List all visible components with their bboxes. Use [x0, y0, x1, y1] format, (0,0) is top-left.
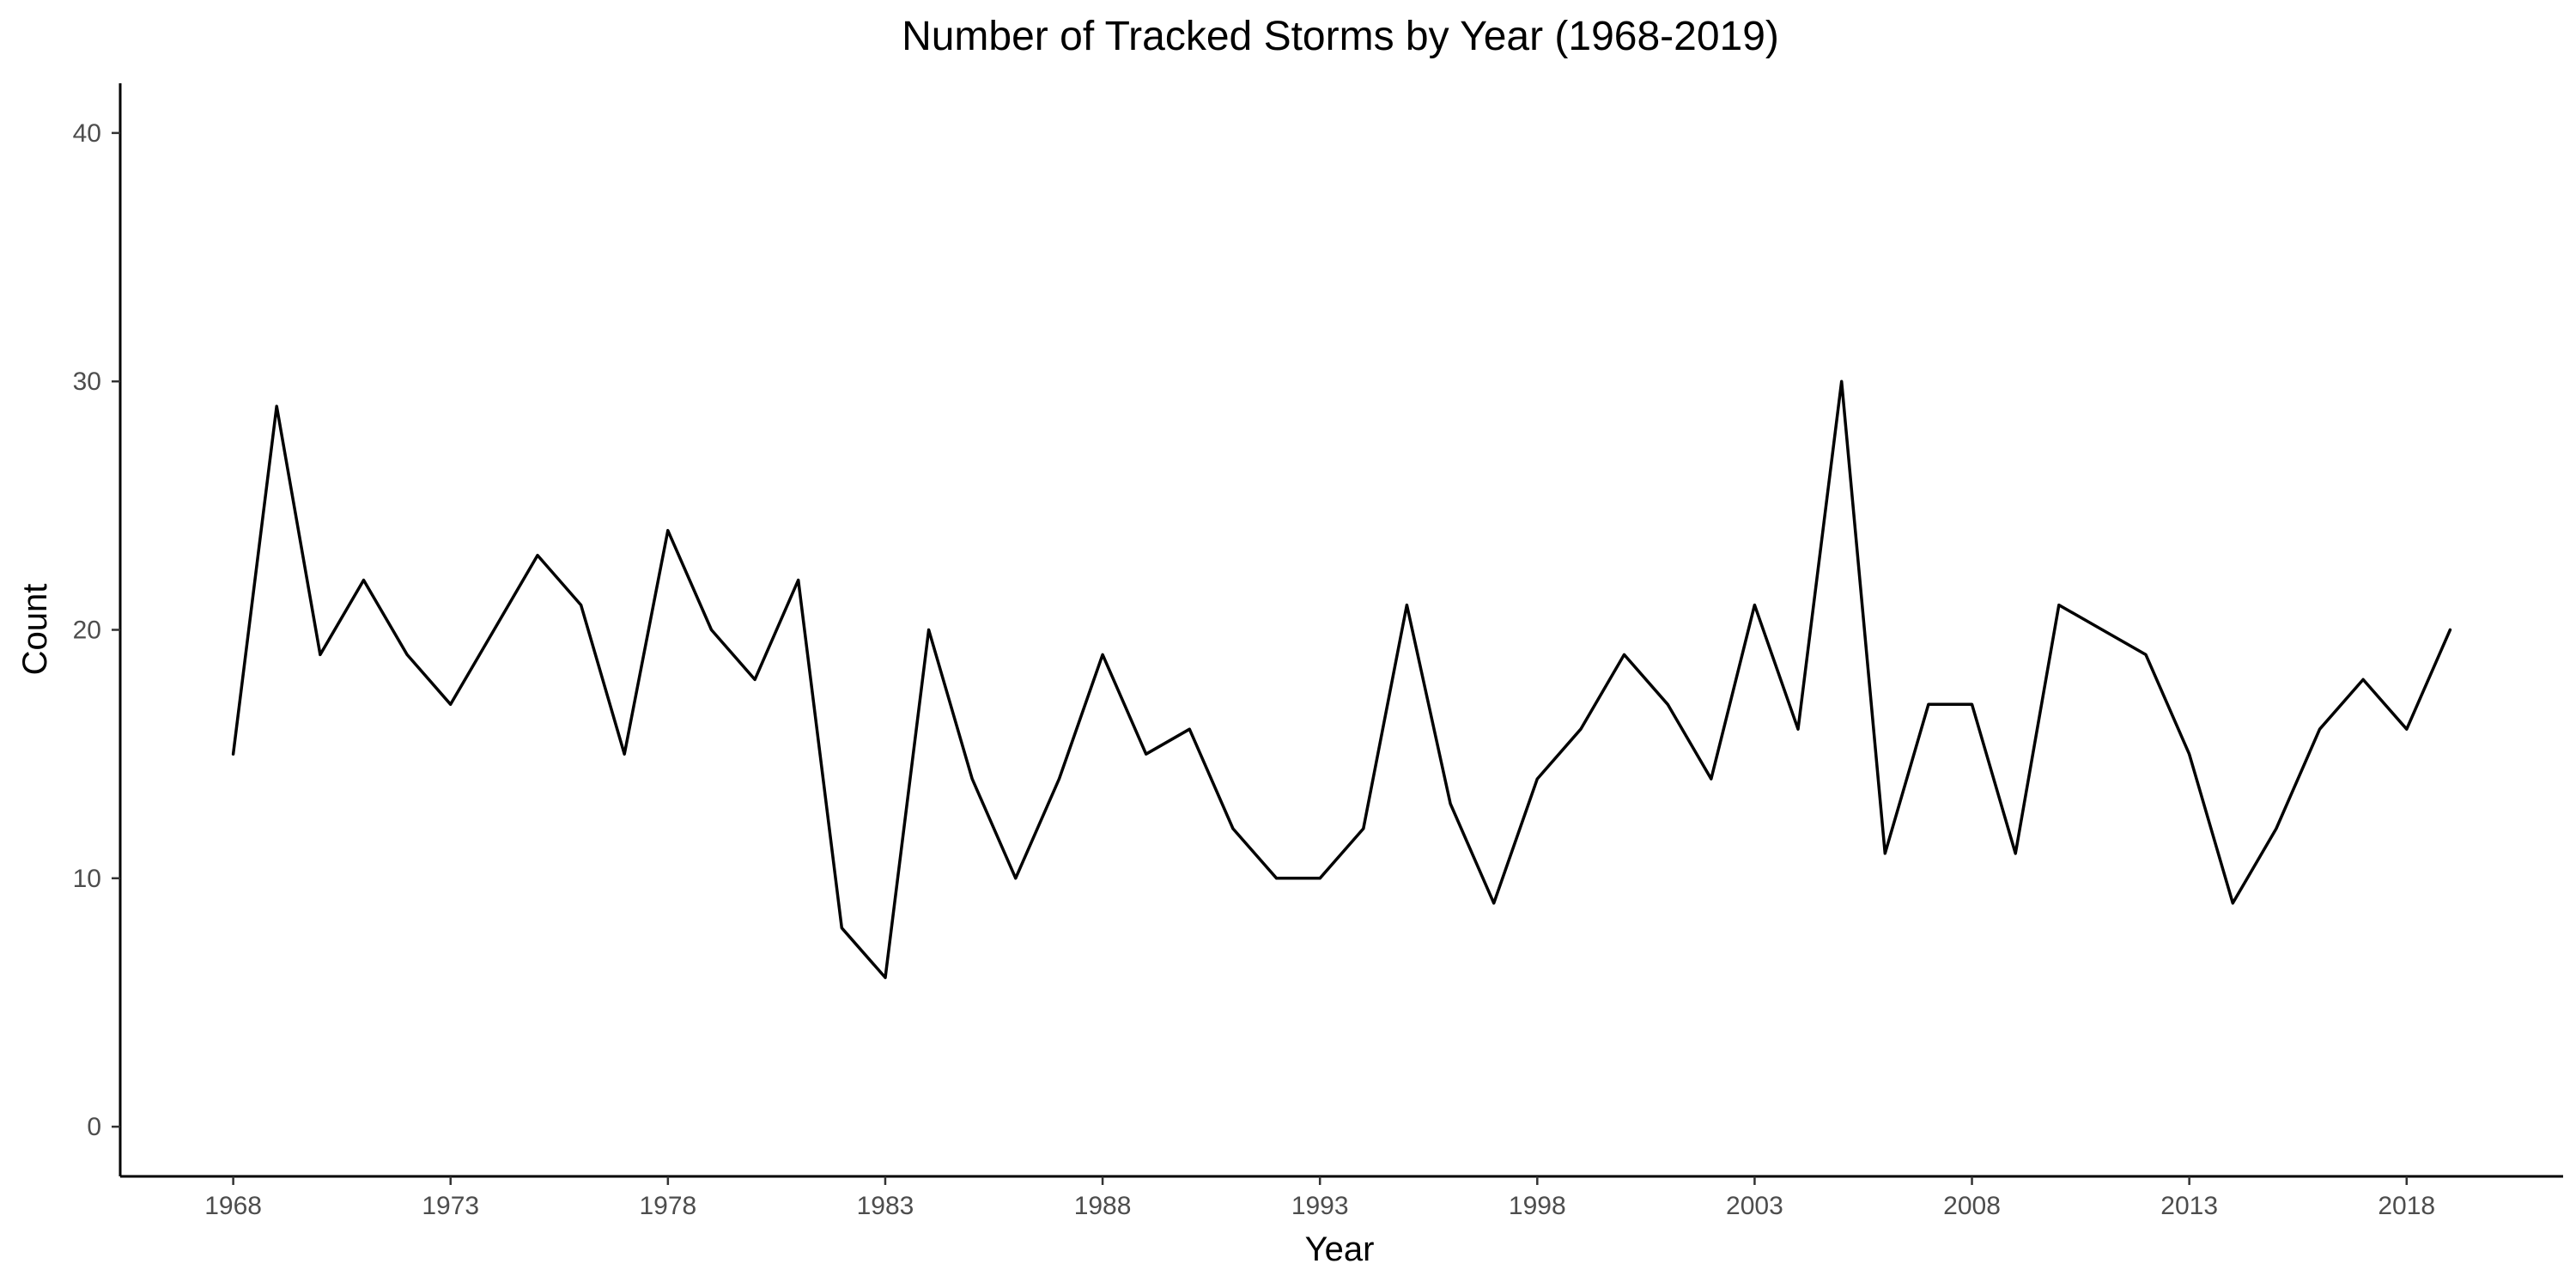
x-tick-label: 1968: [204, 1192, 262, 1220]
y-tick-label: 40: [73, 119, 101, 148]
x-tick-label: 2018: [2378, 1192, 2435, 1220]
x-tick-label: 1993: [1291, 1192, 1349, 1220]
y-tick-label: 10: [73, 865, 101, 893]
x-tick-label: 2013: [2160, 1192, 2218, 1220]
y-tick-label: 30: [73, 368, 101, 396]
y-tick-label: 20: [73, 617, 101, 645]
x-tick-label: 1988: [1074, 1192, 1132, 1220]
x-tick-label: 1973: [422, 1192, 479, 1220]
x-tick-label: 2003: [1726, 1192, 1783, 1220]
x-tick-label: 1998: [1509, 1192, 1566, 1220]
x-tick-label: 1978: [639, 1192, 696, 1220]
y-tick-label: 0: [87, 1113, 101, 1141]
y-axis-title: Count: [16, 584, 54, 676]
x-tick-label: 2008: [1943, 1192, 2001, 1220]
chart-title: Number of Tracked Storms by Year (1968-2…: [902, 14, 1779, 59]
series-line: [231, 380, 2452, 980]
x-tick-label: 1983: [857, 1192, 914, 1220]
x-axis-title: Year: [1305, 1230, 1375, 1268]
plot-area: 0 10 20 30 40 1968 1973 1978 1983 1988 1993 1998 200…: [73, 83, 2563, 1220]
